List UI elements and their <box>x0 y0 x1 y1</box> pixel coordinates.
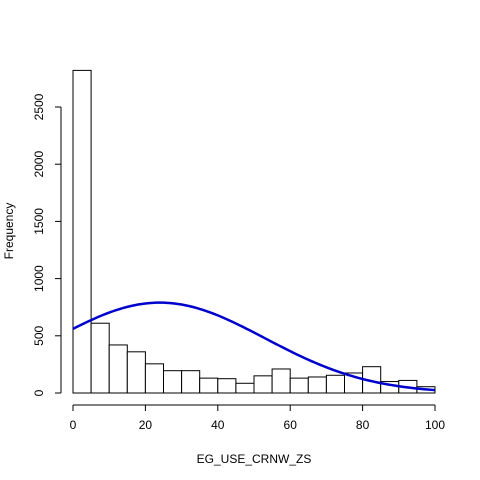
x-tick-label: 40 <box>211 418 225 432</box>
y-tick-label: 2000 <box>32 151 46 178</box>
y-axis: 0 500 1000 1500 2000 2500 <box>32 93 62 396</box>
y-tick-label: 0 <box>32 389 46 396</box>
histogram-bar <box>271 368 291 394</box>
histogram-bar <box>108 344 128 394</box>
histogram-bar <box>235 382 255 394</box>
histogram-bar <box>199 377 219 394</box>
x-tick-label: 60 <box>284 418 298 432</box>
x-tick-label: 20 <box>139 418 153 432</box>
x-axis-label: EG_USE_CRNW_ZS <box>197 452 312 466</box>
histogram-bar <box>217 378 237 394</box>
histogram-bar <box>289 377 309 394</box>
y-tick-label: 500 <box>32 325 46 345</box>
histogram-bar <box>126 351 146 394</box>
histogram-bar <box>253 375 273 394</box>
y-tick-label: 2500 <box>32 93 46 120</box>
density-curve <box>72 301 436 392</box>
y-tick-label: 1000 <box>32 265 46 292</box>
histogram-bar <box>144 363 164 394</box>
histogram-bar <box>325 374 345 394</box>
histogram-bar <box>72 69 92 394</box>
x-axis: 0 20 40 60 80 100 <box>70 404 445 432</box>
histogram-bar <box>90 322 110 394</box>
bars-group <box>72 69 436 394</box>
histogram-bar <box>163 370 183 394</box>
x-tick-label: 80 <box>356 418 370 432</box>
y-axis-label: Frequency <box>2 203 16 260</box>
x-tick-label: 100 <box>425 418 445 432</box>
histogram-bar <box>181 370 201 394</box>
histogram-bar <box>307 376 327 394</box>
y-tick-label: 1500 <box>32 208 46 235</box>
x-tick-label: 0 <box>70 418 77 432</box>
